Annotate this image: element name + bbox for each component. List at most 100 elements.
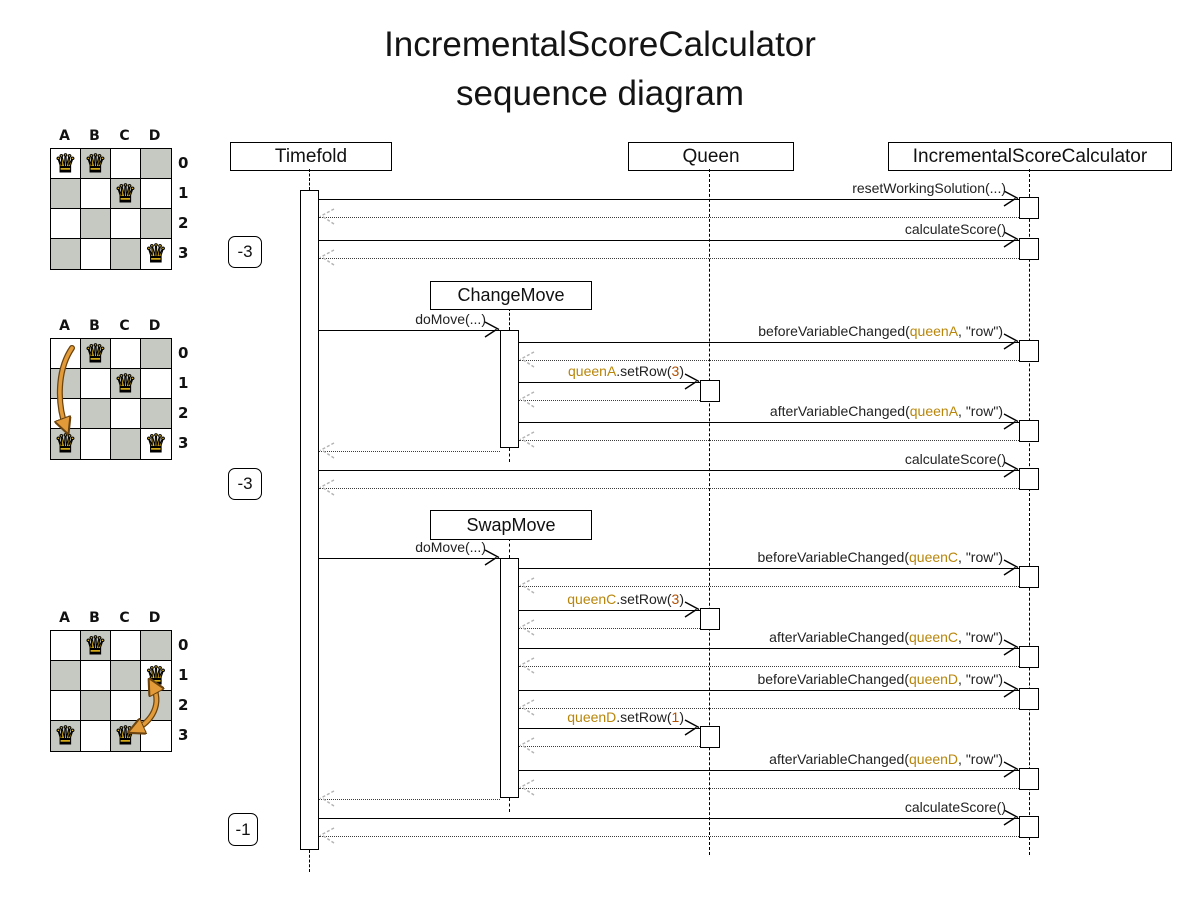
- return-line-reset: [319, 217, 1019, 218]
- message-label-afterC: afterVariableChanged(queenC, "row"): [769, 629, 1003, 645]
- board-cell-D0: [141, 149, 171, 179]
- return-arrowhead-icon: [519, 779, 535, 796]
- message-line-calc-3: [319, 818, 1019, 819]
- participant-queen: Queen: [628, 142, 794, 171]
- return-arrowhead-icon: [519, 737, 535, 754]
- board-cell-C1: ♛: [111, 368, 141, 399]
- message-line-domove-1: [319, 330, 500, 331]
- row-label-2: 2: [178, 404, 189, 422]
- board-row-labels: 0 1 2 3: [178, 148, 188, 268]
- board-cell-C3: [111, 429, 141, 459]
- activation-queen: [700, 608, 720, 630]
- board-cell-D1: [141, 179, 171, 209]
- return-arrowhead-icon: [519, 431, 535, 448]
- board-column-labels: A B C D: [50, 318, 170, 334]
- message-arrowhead-icon: [1003, 639, 1019, 656]
- chess-board-grid: ♛ ♛ ♛ ♛: [50, 630, 172, 752]
- message-line-reset: [319, 199, 1019, 200]
- column-label-C: C: [119, 610, 131, 626]
- return-line-calc-3: [319, 836, 1019, 837]
- column-label-D: D: [148, 128, 162, 144]
- queen-icon: ♛: [144, 238, 168, 268]
- move-box-changemove: ChangeMove: [430, 281, 592, 310]
- lifeline-changemove-top: [509, 308, 510, 330]
- row-label-1: 1: [178, 184, 189, 202]
- message-arrowhead-icon: [1003, 461, 1019, 478]
- board-cell-B0: ♛: [81, 148, 111, 179]
- return-line-afterD: [519, 788, 1019, 789]
- queen-icon: ♛: [84, 338, 108, 368]
- message-label-setC: queenC.setRow(3): [567, 591, 684, 607]
- board-cell-A0: [51, 631, 81, 661]
- column-label-A: A: [59, 318, 71, 334]
- board-cell-B3: [81, 721, 111, 751]
- queen-icon: ♛: [84, 148, 108, 178]
- message-arrowhead-icon: [684, 719, 700, 736]
- message-label-beforeD: beforeVariableChanged(queenD, "row"): [757, 671, 1003, 687]
- activation-calculator: [1019, 566, 1039, 588]
- board-cell-D3: ♛: [141, 238, 171, 269]
- message-line-afterC: [519, 648, 1019, 649]
- score-badge-3: -1: [228, 813, 258, 846]
- board-cell-D2: [141, 399, 171, 429]
- message-arrowhead-icon: [684, 373, 700, 390]
- lifeline-changemove-bottom: [509, 448, 510, 462]
- queen-icon: ♛: [54, 720, 78, 750]
- board-cell-C1: ♛: [111, 178, 141, 209]
- activation-calculator: [1019, 646, 1039, 668]
- activation-calculator: [1019, 340, 1039, 362]
- score-value: -3: [237, 474, 253, 493]
- board-cell-D1: [141, 369, 171, 399]
- board-cell-A1: [51, 661, 81, 691]
- return-arrowhead-icon: [519, 391, 535, 408]
- row-label-3: 3: [178, 244, 189, 262]
- board-cell-C2: [111, 209, 141, 239]
- activation-calculator: [1019, 816, 1039, 838]
- message-label-calc-2: calculateScore(): [904, 451, 1006, 467]
- board-cell-C0: [111, 149, 141, 179]
- lifeline-queen: [709, 169, 710, 855]
- board-cell-B1: [81, 661, 111, 691]
- participant-queen-label: Queen: [682, 145, 740, 167]
- score-value: -3: [237, 242, 253, 261]
- return-arrowhead-icon: [319, 827, 335, 844]
- message-arrowhead-icon: [1003, 333, 1019, 350]
- return-line-calc-1: [319, 258, 1019, 259]
- board-cell-A1: [51, 369, 81, 399]
- participant-calculator: IncrementalScoreCalculator: [888, 142, 1172, 171]
- message-label-afterD: afterVariableChanged(queenD, "row"): [769, 751, 1003, 767]
- participant-timefold: Timefold: [230, 142, 392, 171]
- message-line-calc-2: [319, 470, 1019, 471]
- row-label-2: 2: [178, 696, 189, 714]
- board-cell-C3: [111, 239, 141, 269]
- lifeline-timefold-bottom: [309, 850, 310, 872]
- return-line-setD: [519, 746, 700, 747]
- queen-icon: ♛: [114, 368, 138, 398]
- activation-swapmove: [500, 558, 519, 798]
- column-label-B: B: [89, 128, 101, 144]
- move-box-swapmove: SwapMove: [430, 510, 592, 540]
- message-line-setC: [519, 610, 700, 611]
- board-cell-C0: [111, 631, 141, 661]
- queen-icon: ♛: [144, 428, 168, 458]
- activation-queen: [700, 380, 720, 402]
- board-cell-B2: [81, 399, 111, 429]
- message-line-afterA: [519, 422, 1019, 423]
- change-move-arrow-icon: [50, 345, 75, 460]
- queen-icon: ♛: [54, 148, 78, 178]
- activation-calculator: [1019, 197, 1039, 219]
- board-cell-B1: [81, 369, 111, 399]
- title-line-1: IncrementalScoreCalculator: [384, 25, 816, 64]
- activation-timefold: [300, 190, 319, 850]
- message-arrowhead-icon: [684, 601, 700, 618]
- board-column-labels: A B C D: [50, 128, 170, 144]
- row-label-3: 3: [178, 434, 189, 452]
- row-label-0: 0: [178, 636, 189, 654]
- chess-board-grid: ♛ ♛ ♛ ♛: [50, 148, 172, 270]
- message-line-beforeC: [519, 568, 1019, 569]
- queen-icon: ♛: [114, 178, 138, 208]
- message-label-setA: queenA.setRow(3): [568, 363, 684, 379]
- column-label-D: D: [148, 318, 162, 334]
- column-label-A: A: [59, 128, 71, 144]
- board-cell-B2: [81, 209, 111, 239]
